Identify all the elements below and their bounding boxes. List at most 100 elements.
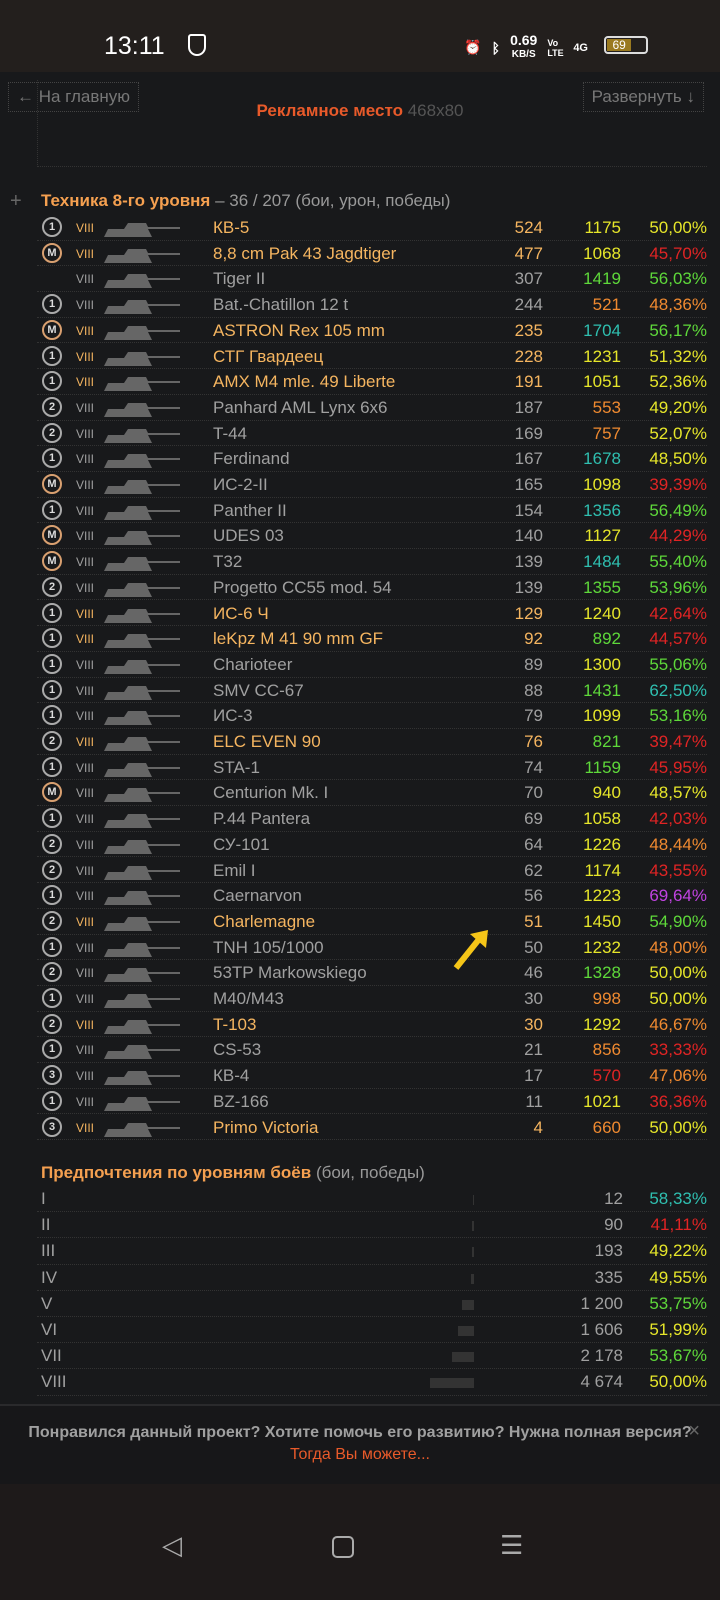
vehicle-name[interactable]: T-103 bbox=[213, 1014, 257, 1034]
home-icon[interactable] bbox=[332, 1536, 354, 1558]
vehicle-name[interactable]: M40/M43 bbox=[213, 989, 284, 1008]
vehicle-row[interactable]: M VIII 8,8 cm Pak 43 Jagdtiger 477 1068 45,70… bbox=[37, 241, 707, 267]
vehicle-name[interactable]: leKpz M 41 90 mm GF bbox=[213, 629, 384, 649]
mastery-badge-icon: 1 bbox=[42, 808, 62, 829]
tier-label: VIII bbox=[76, 1017, 95, 1032]
vehicle-name[interactable]: СТГ Гвардеец bbox=[213, 346, 324, 366]
vehicle-row[interactable]: 2 VIII Panhard AML Lynx 6x6 187 553 49,20% bbox=[37, 395, 707, 421]
vehicle-name[interactable]: Caernarvon bbox=[213, 886, 302, 906]
level-row: VIII 4 674 50,00% bbox=[37, 1369, 707, 1396]
vehicle-name[interactable]: UDES 03 bbox=[213, 526, 284, 546]
vehicle-name[interactable]: AMX M4 mle. 49 Liberte bbox=[213, 372, 396, 392]
battles: 191 bbox=[514, 372, 543, 392]
home-button[interactable]: ← На главную bbox=[8, 82, 140, 112]
vehicle-row[interactable]: 1 VIII AMX M4 mle. 49 Liberte 191 1051 52,36% bbox=[37, 369, 707, 395]
vehicle-name[interactable]: Panther II bbox=[213, 500, 287, 520]
vehicle-row[interactable]: 2 VIII Emil I 62 1174 43,55% bbox=[37, 858, 707, 884]
vehicle-name[interactable]: BZ-166 bbox=[213, 1091, 269, 1111]
vehicle-row[interactable]: M VIII T32 139 1484 55,40% bbox=[37, 549, 707, 575]
win-rate: 49,20% bbox=[649, 397, 707, 417]
vehicle-row[interactable]: 1 VIII ИС-3 79 1099 53,16% bbox=[37, 703, 707, 729]
vehicle-name[interactable]: КВ-5 bbox=[213, 218, 250, 237]
vehicle-row[interactable]: 2 VIII ELC EVEN 90 76 821 39,47% bbox=[37, 729, 707, 755]
vehicle-row[interactable]: 2 VIII Charlemagne 51 1450 54,90% bbox=[37, 909, 707, 935]
avg-damage: 940 bbox=[592, 783, 621, 803]
vehicle-row[interactable]: 1 VIII СТГ Гвардеец 228 1231 51,32% bbox=[37, 344, 707, 370]
vehicle-row[interactable]: 1 VIII SMV CC-67 88 1431 62,50% bbox=[37, 678, 707, 704]
vehicle-row[interactable]: 1 VIII STA-1 74 1159 45,95% bbox=[37, 755, 707, 781]
vehicle-row[interactable]: 1 VIII КВ-5 524 1175 50,00% bbox=[37, 215, 707, 241]
vehicle-name[interactable]: Charlemagne bbox=[213, 911, 316, 931]
vehicle-name[interactable]: Ferdinand bbox=[213, 449, 290, 469]
vehicle-row[interactable]: 1 VIII TNH 105/1000 50 1232 48,00% bbox=[37, 935, 707, 961]
battles-bar bbox=[452, 1352, 474, 1363]
vehicle-name[interactable]: SMV CC-67 bbox=[213, 680, 304, 700]
vehicle-row[interactable]: M VIII ASTRON Rex 105 mm 235 1704 56,17% bbox=[37, 318, 707, 344]
vehicle-row[interactable]: 2 VIII Progetto CC55 mod. 54 139 1355 53,96% bbox=[37, 575, 707, 601]
vehicle-name[interactable]: КВ-4 bbox=[213, 1066, 250, 1086]
battles: 167 bbox=[514, 449, 543, 469]
avg-damage: 660 bbox=[592, 1117, 621, 1137]
vehicle-row[interactable]: 1 VIII Caernarvon 56 1223 69,64% bbox=[37, 883, 707, 909]
mastery-badge-icon: 1 bbox=[42, 1090, 62, 1111]
vehicle-name[interactable]: 8,8 cm Pak 43 Jagdtiger bbox=[213, 243, 397, 263]
vehicle-name[interactable]: T32 bbox=[213, 552, 243, 572]
vehicle-row[interactable]: 3 VIII Primo Victoria 4 660 50,00% bbox=[37, 1115, 707, 1141]
vehicle-name[interactable]: T-44 bbox=[213, 423, 248, 443]
vehicle-name[interactable]: Centurion Mk. I bbox=[213, 783, 329, 803]
vehicle-name[interactable]: Progetto CC55 mod. 54 bbox=[213, 577, 392, 597]
mastery-badge-icon: 2 bbox=[42, 1013, 62, 1034]
vehicle-row[interactable]: 1 VIII P.44 Pantera 69 1058 42,03% bbox=[37, 806, 707, 832]
avg-damage: 1223 bbox=[583, 886, 621, 906]
vehicle-row[interactable]: 2 VIII СУ-101 64 1226 48,44% bbox=[37, 832, 707, 858]
vehicle-name[interactable]: СУ-101 bbox=[213, 834, 270, 854]
vehicle-row[interactable]: 1 VIII BZ-166 11 1021 36,36% bbox=[37, 1089, 707, 1115]
vehicle-row[interactable]: 2 VIII T-103 30 1292 46,67% bbox=[37, 1012, 707, 1038]
vehicle-row[interactable]: 1 VIII leKpz M 41 90 mm GF 92 892 44,57% bbox=[37, 626, 707, 652]
vehicle-row[interactable]: 1 VIII Bat.-Chatillon 12 t 244 521 48,36% bbox=[37, 292, 707, 318]
vehicle-row[interactable]: 1 VIII M40/M43 30 998 50,00% bbox=[37, 986, 707, 1012]
support-link[interactable]: Тогда Вы можете... bbox=[289, 1446, 430, 1463]
avg-damage: 998 bbox=[592, 989, 621, 1008]
vehicle-name[interactable]: ИС-3 bbox=[213, 706, 253, 726]
vehicle-row[interactable]: 1 VIII Charioteer 89 1300 55,06% bbox=[37, 652, 707, 678]
menu-icon[interactable]: ☰ bbox=[500, 1530, 524, 1560]
vehicle-name[interactable]: Charioteer bbox=[213, 654, 293, 674]
vehicle-name[interactable]: P.44 Pantera bbox=[213, 809, 311, 829]
expand-section-icon[interactable]: + bbox=[10, 190, 22, 212]
vehicle-name[interactable]: ELC EVEN 90 bbox=[213, 732, 321, 751]
vehicle-row[interactable]: 1 VIII Panther II 154 1356 56,49% bbox=[37, 498, 707, 524]
vehicle-name[interactable]: Panhard AML Lynx 6x6 bbox=[213, 397, 388, 417]
back-icon[interactable]: ◁ bbox=[162, 1530, 182, 1560]
vehicle-name[interactable]: ASTRON Rex 105 mm bbox=[213, 320, 385, 340]
vehicle-name[interactable]: Bat.-Chatillon 12 t bbox=[213, 295, 349, 315]
battles-bar bbox=[458, 1326, 474, 1336]
vehicle-name[interactable]: TNH 105/1000 bbox=[213, 937, 324, 957]
battles: 139 bbox=[514, 552, 543, 572]
vehicle-row[interactable]: 1 VIII CS-53 21 856 33,33% bbox=[37, 1037, 707, 1064]
vehicle-name[interactable]: ИС-2-II bbox=[213, 475, 268, 494]
vehicle-row[interactable]: M VIII ИС-2-II 165 1098 39,39% bbox=[37, 472, 707, 498]
vehicle-name[interactable]: Emil I bbox=[213, 860, 256, 880]
vehicle-name[interactable]: Tiger II bbox=[213, 269, 266, 289]
win-rate: 41,11% bbox=[650, 1215, 707, 1235]
expand-button[interactable]: Развернуть ↓ bbox=[582, 82, 704, 112]
vehicle-name[interactable]: 53TP Markowskiego bbox=[213, 963, 367, 983]
vehicle-row[interactable]: 3 VIII КВ-4 17 570 47,06% bbox=[37, 1063, 707, 1089]
vehicle-name[interactable]: ИС-6 Ч bbox=[213, 603, 269, 623]
vehicle-row[interactable]: 2 VIII 53TP Markowskiego 46 1328 50,00% bbox=[37, 960, 707, 986]
vehicle-name[interactable]: Primo Victoria bbox=[213, 1117, 319, 1137]
tier-label: VIII bbox=[76, 375, 95, 390]
vehicle-name[interactable]: STA-1 bbox=[213, 757, 260, 777]
vehicle-row[interactable]: VIII Tiger II 307 1419 56,03% bbox=[37, 266, 707, 293]
vehicle-row[interactable]: 2 VIII T-44 169 757 52,07% bbox=[37, 421, 707, 447]
tank-silhouette-icon bbox=[104, 711, 180, 726]
vehicle-row[interactable]: M VIII UDES 03 140 1127 44,29% bbox=[37, 523, 707, 550]
close-icon[interactable]: × bbox=[688, 1420, 700, 1442]
win-rate: 50,00% bbox=[649, 1117, 707, 1137]
vehicle-row[interactable]: M VIII Centurion Mk. I 70 940 48,57% bbox=[37, 780, 707, 807]
tier-label: VIII bbox=[76, 555, 95, 570]
vehicle-row[interactable]: 1 VIII Ferdinand 167 1678 48,50% bbox=[37, 446, 707, 472]
vehicle-name[interactable]: CS-53 bbox=[213, 1040, 262, 1060]
vehicle-row[interactable]: 1 VIII ИС-6 Ч 129 1240 42,64% bbox=[37, 601, 707, 627]
